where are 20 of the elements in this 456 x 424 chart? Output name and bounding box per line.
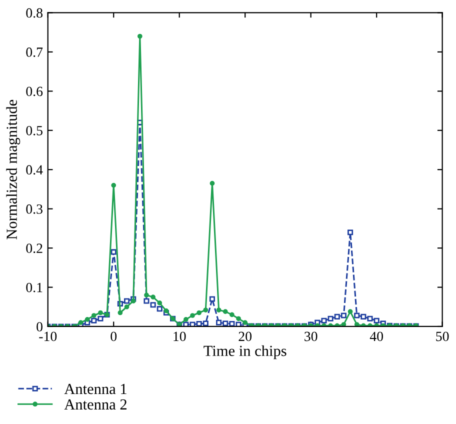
x-tick-label: 50 xyxy=(436,332,449,342)
legend-label: Antenna 1 xyxy=(64,384,126,394)
x-tick-label: 0 xyxy=(110,332,117,342)
x-tick-label: -10 xyxy=(39,332,57,342)
x-tick-label: 10 xyxy=(174,332,186,342)
y-tick-label: 0.6 xyxy=(26,86,43,96)
y-axis-title: Normalized magnitude xyxy=(6,100,20,240)
y-tick-label: 0.7 xyxy=(26,48,43,57)
x-tick-label: 40 xyxy=(370,332,383,342)
x-tick-label: 30 xyxy=(304,332,318,342)
x-tick-label: 20 xyxy=(238,332,252,342)
y-tick-label: 0.1 xyxy=(26,282,42,292)
legend-label: Antenna 2 xyxy=(64,399,126,410)
y-tick-label: 0.4 xyxy=(26,165,43,175)
x-axis-title: Time in chips xyxy=(204,345,286,360)
y-tick-label: 0.5 xyxy=(26,126,42,136)
y-tick-label: 0.8 xyxy=(26,8,42,18)
y-tick-label: 0.3 xyxy=(26,204,42,214)
y-tick-label: 0 xyxy=(36,322,42,332)
y-tick-label: 0.2 xyxy=(26,244,42,254)
